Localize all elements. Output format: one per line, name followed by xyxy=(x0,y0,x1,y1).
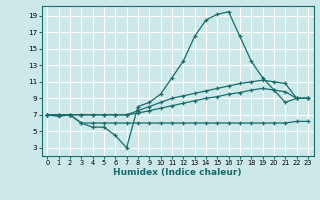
X-axis label: Humidex (Indice chaleur): Humidex (Indice chaleur) xyxy=(113,168,242,177)
